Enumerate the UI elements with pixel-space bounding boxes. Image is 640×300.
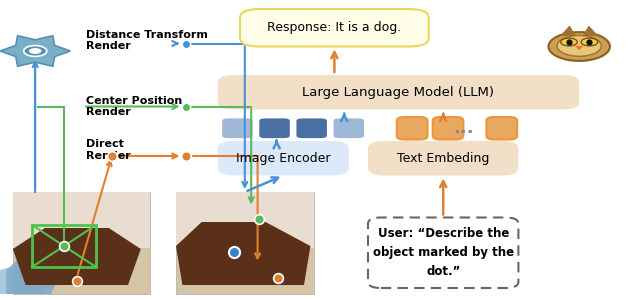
Polygon shape (582, 26, 598, 36)
FancyBboxPatch shape (176, 192, 314, 294)
FancyBboxPatch shape (218, 75, 579, 110)
Circle shape (29, 48, 42, 54)
FancyBboxPatch shape (368, 218, 518, 288)
FancyBboxPatch shape (258, 117, 291, 140)
Text: Direct
Render: Direct Render (86, 139, 131, 161)
Polygon shape (6, 252, 64, 294)
FancyBboxPatch shape (433, 117, 463, 140)
FancyBboxPatch shape (332, 117, 365, 140)
Text: Distance Transform
Render: Distance Transform Render (86, 30, 208, 51)
Text: Response: It is a dog.: Response: It is a dog. (268, 21, 401, 34)
Text: Text Embeding: Text Embeding (397, 152, 490, 165)
Text: Center Position
Render: Center Position Render (86, 96, 182, 117)
FancyBboxPatch shape (218, 141, 349, 176)
Circle shape (24, 46, 47, 56)
Circle shape (548, 32, 610, 61)
Text: Large Language Model (LLM): Large Language Model (LLM) (303, 86, 495, 99)
Circle shape (557, 35, 602, 56)
Text: ...: ... (453, 119, 474, 137)
FancyBboxPatch shape (176, 192, 314, 248)
Text: User: “Describe the
object marked by the
dot.”: User: “Describe the object marked by the… (372, 227, 514, 278)
FancyBboxPatch shape (397, 117, 428, 140)
FancyBboxPatch shape (486, 117, 517, 140)
FancyBboxPatch shape (13, 192, 150, 294)
FancyBboxPatch shape (295, 117, 328, 140)
Polygon shape (0, 36, 70, 66)
Circle shape (581, 38, 598, 46)
Polygon shape (0, 258, 45, 294)
FancyBboxPatch shape (240, 9, 429, 46)
FancyBboxPatch shape (368, 141, 518, 176)
Polygon shape (560, 26, 576, 36)
FancyBboxPatch shape (221, 117, 254, 140)
Polygon shape (176, 222, 310, 285)
Polygon shape (13, 228, 141, 285)
FancyBboxPatch shape (13, 192, 150, 248)
Circle shape (561, 38, 577, 46)
Text: Image Encoder: Image Encoder (236, 152, 330, 165)
Polygon shape (575, 46, 584, 50)
